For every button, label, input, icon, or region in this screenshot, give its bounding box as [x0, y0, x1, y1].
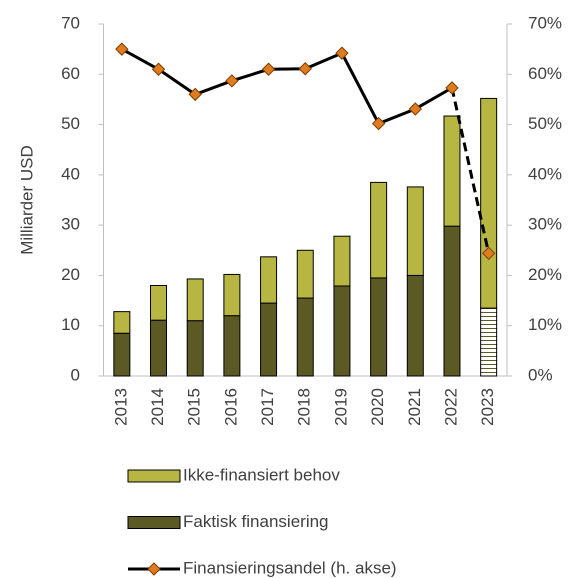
- bar: [370, 181, 388, 279]
- bar: [186, 278, 204, 322]
- x-tick-label: 2019: [331, 388, 350, 426]
- bar: [480, 97, 498, 309]
- line: [121, 47, 453, 126]
- legend-swatch: [127, 516, 181, 529]
- y2-tick-label: 50%: [528, 114, 562, 133]
- marker: [261, 62, 276, 76]
- bar: [480, 307, 498, 377]
- bar: [150, 284, 168, 321]
- legend-swatch: [127, 469, 181, 483]
- bar: [260, 256, 278, 304]
- marker: [188, 87, 202, 102]
- bar: [333, 285, 351, 377]
- y-tick-label: 30: [61, 215, 80, 234]
- y-tick-label: 60: [61, 64, 80, 83]
- x-tick-label: 2020: [368, 388, 387, 426]
- y-axis-label: Milliarder USD: [17, 145, 36, 255]
- x-tick-label: 2014: [148, 388, 167, 426]
- legend-label: Finansieringsandel (h. akse): [183, 558, 397, 577]
- marker: [335, 46, 349, 60]
- y2-tick-label: 20%: [528, 265, 562, 284]
- marker: [225, 74, 239, 88]
- bar: [443, 115, 461, 227]
- bar: [223, 315, 241, 377]
- bar: [186, 320, 204, 377]
- bar: [296, 249, 314, 299]
- y-tick-label: 20: [61, 265, 80, 284]
- marker: [445, 81, 459, 95]
- y2-tick-label: 60%: [528, 64, 562, 83]
- x-tick-label: 2022: [441, 388, 460, 426]
- x-tick-label: 2023: [478, 388, 497, 426]
- y-tick-label: 10: [61, 315, 80, 334]
- y2-tick-label: 40%: [528, 164, 562, 183]
- y-tick-label: 40: [61, 164, 80, 183]
- x-tick-label: 2015: [185, 388, 204, 426]
- marker: [408, 102, 423, 116]
- bar: [443, 225, 461, 377]
- x-tick-label: 2017: [258, 388, 277, 426]
- y-tick-label: 70: [61, 13, 80, 32]
- bar: [370, 277, 388, 377]
- y2-tick-label: 10%: [528, 315, 562, 334]
- marker: [481, 246, 496, 261]
- line-dashed: [450, 87, 491, 254]
- bar: [223, 273, 241, 317]
- bar: [296, 297, 314, 377]
- bar: [406, 274, 424, 377]
- y-tick-label: 0: [71, 365, 80, 384]
- y2-tick-label: 0%: [528, 365, 553, 384]
- x-tick-label: 2016: [221, 388, 240, 426]
- marker: [298, 62, 312, 76]
- legend-marker: [147, 562, 161, 576]
- x-tick-label: 2013: [111, 388, 130, 426]
- marker: [371, 116, 386, 131]
- x-tick-label: 2021: [405, 388, 424, 426]
- bar: [260, 302, 278, 377]
- y-tick-label: 50: [61, 114, 80, 133]
- bar: [333, 235, 351, 287]
- bar: [113, 311, 131, 334]
- legend-label: Faktisk finansiering: [183, 512, 329, 531]
- y2-tick-label: 70%: [528, 13, 562, 32]
- bar: [406, 186, 424, 276]
- marker: [151, 62, 166, 76]
- marker: [115, 42, 129, 56]
- legend-label: Ikke-finansiert behov: [183, 465, 340, 484]
- bar: [150, 319, 168, 377]
- x-tick-label: 2018: [295, 388, 314, 426]
- y2-tick-label: 30%: [528, 215, 562, 234]
- bar: [113, 332, 131, 377]
